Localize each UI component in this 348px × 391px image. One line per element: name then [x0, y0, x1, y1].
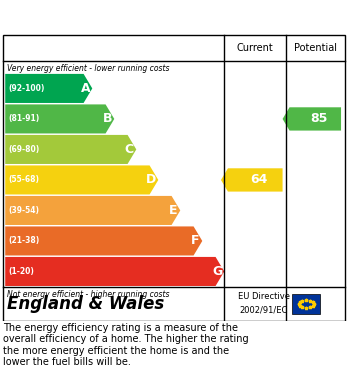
Text: EU Directive: EU Directive — [238, 292, 290, 301]
Polygon shape — [221, 168, 283, 192]
Text: Potential: Potential — [294, 43, 337, 53]
Text: E: E — [169, 204, 177, 217]
Text: (1-20): (1-20) — [9, 267, 34, 276]
Polygon shape — [5, 165, 158, 194]
Text: (81-91): (81-91) — [9, 115, 40, 124]
Text: G: G — [212, 265, 222, 278]
Polygon shape — [5, 226, 202, 255]
Text: B: B — [103, 113, 112, 126]
Polygon shape — [283, 107, 341, 131]
Text: (69-80): (69-80) — [9, 145, 40, 154]
Text: England & Wales: England & Wales — [7, 295, 164, 313]
Text: C: C — [125, 143, 134, 156]
Text: The energy efficiency rating is a measure of the
overall efficiency of a home. T: The energy efficiency rating is a measur… — [3, 323, 249, 368]
Text: D: D — [146, 174, 157, 187]
Polygon shape — [5, 257, 224, 286]
Text: A: A — [80, 82, 90, 95]
Text: F: F — [191, 235, 199, 248]
Polygon shape — [5, 135, 136, 164]
Text: (55-68): (55-68) — [9, 176, 40, 185]
Polygon shape — [5, 196, 180, 225]
Polygon shape — [5, 104, 114, 133]
Text: 2002/91/EC: 2002/91/EC — [239, 305, 288, 314]
Text: 85: 85 — [310, 113, 327, 126]
Text: Energy Efficiency Rating: Energy Efficiency Rating — [50, 7, 298, 25]
Text: (92-100): (92-100) — [9, 84, 45, 93]
Text: Very energy efficient - lower running costs: Very energy efficient - lower running co… — [7, 64, 169, 73]
Polygon shape — [5, 74, 92, 103]
Bar — [292, 294, 320, 314]
Text: Not energy efficient - higher running costs: Not energy efficient - higher running co… — [7, 290, 169, 299]
Text: 64: 64 — [250, 174, 267, 187]
Text: (39-54): (39-54) — [9, 206, 40, 215]
Text: Current: Current — [237, 43, 274, 53]
Text: (21-38): (21-38) — [9, 237, 40, 246]
